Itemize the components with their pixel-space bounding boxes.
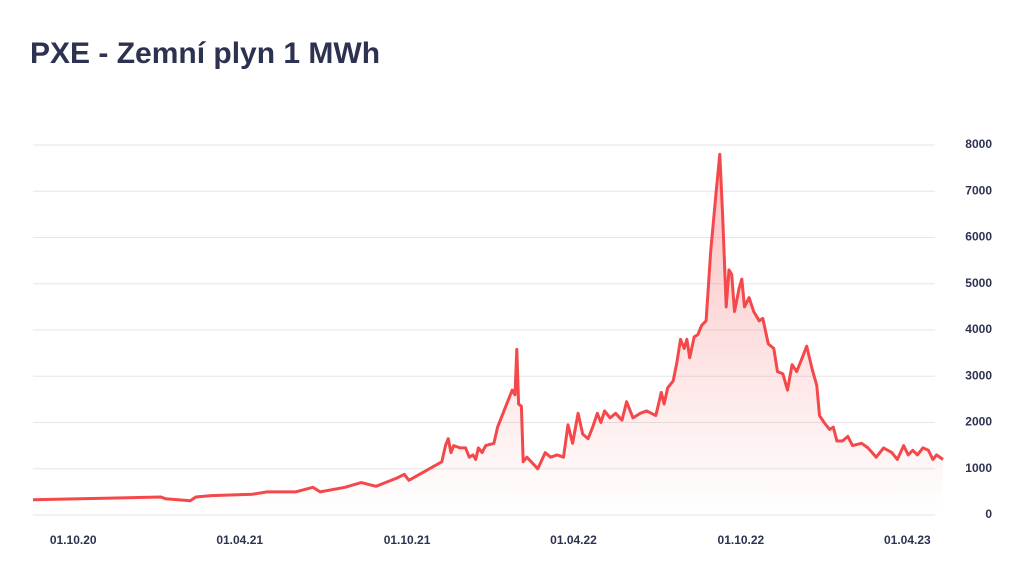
y-tick-label: 2000 bbox=[965, 415, 992, 429]
x-tick-label: 01.04.21 bbox=[216, 533, 263, 547]
y-tick-label: 3000 bbox=[965, 368, 992, 382]
x-tick-label: 01.04.23 bbox=[884, 533, 931, 547]
x-tick-label: 01.10.20 bbox=[50, 533, 97, 547]
y-tick-label: 0 bbox=[985, 507, 992, 521]
y-tick-label: 5000 bbox=[965, 276, 992, 290]
chart-title: PXE - Zemní plyn 1 MWh bbox=[30, 37, 380, 70]
x-tick-label: 01.10.22 bbox=[718, 533, 765, 547]
x-tick-label: 01.10.21 bbox=[384, 533, 431, 547]
area bbox=[33, 154, 943, 516]
line bbox=[32, 152, 944, 503]
y-tick-label: 1000 bbox=[965, 461, 992, 475]
y-tick-label: 8000 bbox=[965, 137, 992, 151]
x-tick-label: 01.04.22 bbox=[550, 533, 597, 547]
y-tick-label: 7000 bbox=[965, 183, 992, 197]
y-tick-label: 4000 bbox=[965, 322, 992, 336]
y-tick-label: 6000 bbox=[965, 230, 992, 244]
